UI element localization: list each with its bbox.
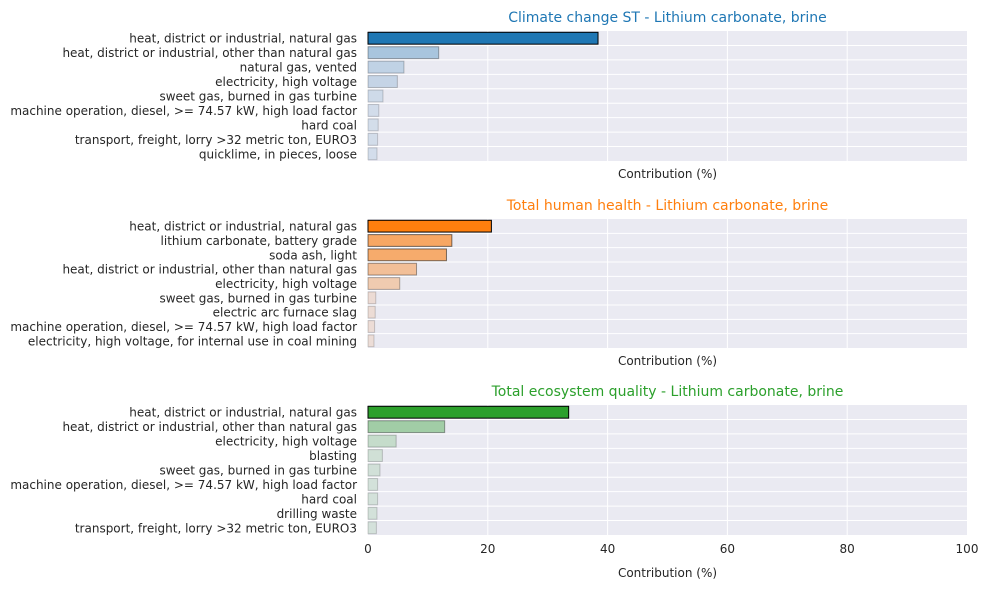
bar-6 (367, 478, 379, 491)
bar-9 (367, 147, 378, 161)
x-tick-label: 80 (840, 542, 855, 556)
x-tick-label: 100 (956, 542, 979, 556)
bar-4 (367, 75, 398, 88)
chart-title: Climate change ST - Lithium carbonate, b… (508, 10, 827, 26)
bar-6 (367, 291, 377, 305)
x-tick-label: 40 (600, 542, 615, 556)
category-label: natural gas, vented (240, 61, 357, 75)
category-label: heat, district or industrial, other than… (62, 46, 357, 60)
category-label: electricity, high voltage, for internal … (28, 334, 357, 348)
bar-8 (367, 132, 379, 146)
bar-6 (367, 104, 380, 117)
category-label: electric arc furnace slag (213, 306, 357, 320)
bar-5 (367, 463, 381, 477)
chart-panel-1: heat, district or industrial, natural ga… (10, 10, 967, 181)
bar-5 (367, 277, 401, 290)
x-tick-label: 60 (720, 542, 735, 556)
bar-1 (367, 219, 492, 233)
plot-area (368, 405, 967, 535)
category-label: machine operation, diesel, >= 74.57 kW, … (10, 320, 357, 334)
bar-7 (367, 118, 379, 132)
category-label: heat, district or industrial, other than… (62, 263, 357, 277)
category-label: hard coal (301, 118, 357, 132)
bar-2 (367, 234, 453, 247)
category-label: heat, district or industrial, natural ga… (129, 406, 357, 420)
bar-3 (367, 248, 447, 262)
bar-8 (367, 320, 376, 333)
category-label: machine operation, diesel, >= 74.57 kW, … (10, 478, 357, 492)
x-axis-label: Contribution (%) (618, 566, 717, 580)
category-label: electricity, high voltage (215, 75, 357, 89)
x-tick-label: 0 (364, 542, 372, 556)
bar-9 (367, 521, 377, 535)
category-label: lithium carbonate, battery grade (161, 234, 357, 248)
bar-4 (367, 449, 383, 462)
x-axis-label: Contribution (%) (618, 167, 717, 181)
chart-title: Total human health - Lithium carbonate, … (506, 198, 829, 214)
category-label: soda ash, light (269, 248, 357, 262)
bar-7 (367, 492, 379, 506)
x-tick-label: 20 (480, 542, 495, 556)
category-label: blasting (309, 449, 357, 463)
category-label: sweet gas, burned in gas turbine (159, 464, 357, 478)
category-label: sweet gas, burned in gas turbine (159, 90, 357, 104)
bar-5 (367, 89, 384, 103)
category-label: electricity, high voltage (215, 277, 357, 291)
bar-3 (367, 434, 397, 448)
category-label: transport, freight, lorry >32 metric ton… (75, 521, 357, 535)
x-axis-label: Contribution (%) (618, 354, 717, 368)
category-label: hard coal (301, 492, 357, 506)
bar-2 (367, 420, 446, 434)
category-label: drilling waste (277, 507, 357, 521)
bar-7 (367, 305, 376, 319)
bar-3 (367, 60, 405, 74)
category-label: transport, freight, lorry >32 metric ton… (75, 133, 357, 147)
category-label: heat, district or industrial, other than… (62, 420, 357, 434)
category-label: sweet gas, burned in gas turbine (159, 291, 357, 305)
bar-1 (367, 31, 599, 45)
category-label: heat, district or industrial, natural ga… (129, 32, 357, 46)
category-label: quicklime, in pieces, loose (199, 147, 357, 161)
category-label: heat, district or industrial, natural ga… (129, 220, 357, 234)
chart-panel-2: heat, district or industrial, natural ga… (10, 198, 967, 368)
bar-1 (367, 405, 570, 419)
plot-area (368, 219, 967, 348)
bar-8 (367, 506, 378, 520)
bar-4 (367, 262, 418, 276)
chart-title: Total ecosystem quality - Lithium carbon… (491, 384, 844, 400)
chart-panel-3: heat, district or industrial, natural ga… (10, 384, 978, 580)
bar-2 (367, 46, 440, 60)
plot-area (368, 31, 967, 161)
category-label: electricity, high voltage (215, 435, 357, 449)
bar-9 (367, 334, 375, 348)
category-label: machine operation, diesel, >= 74.57 kW, … (10, 104, 357, 118)
